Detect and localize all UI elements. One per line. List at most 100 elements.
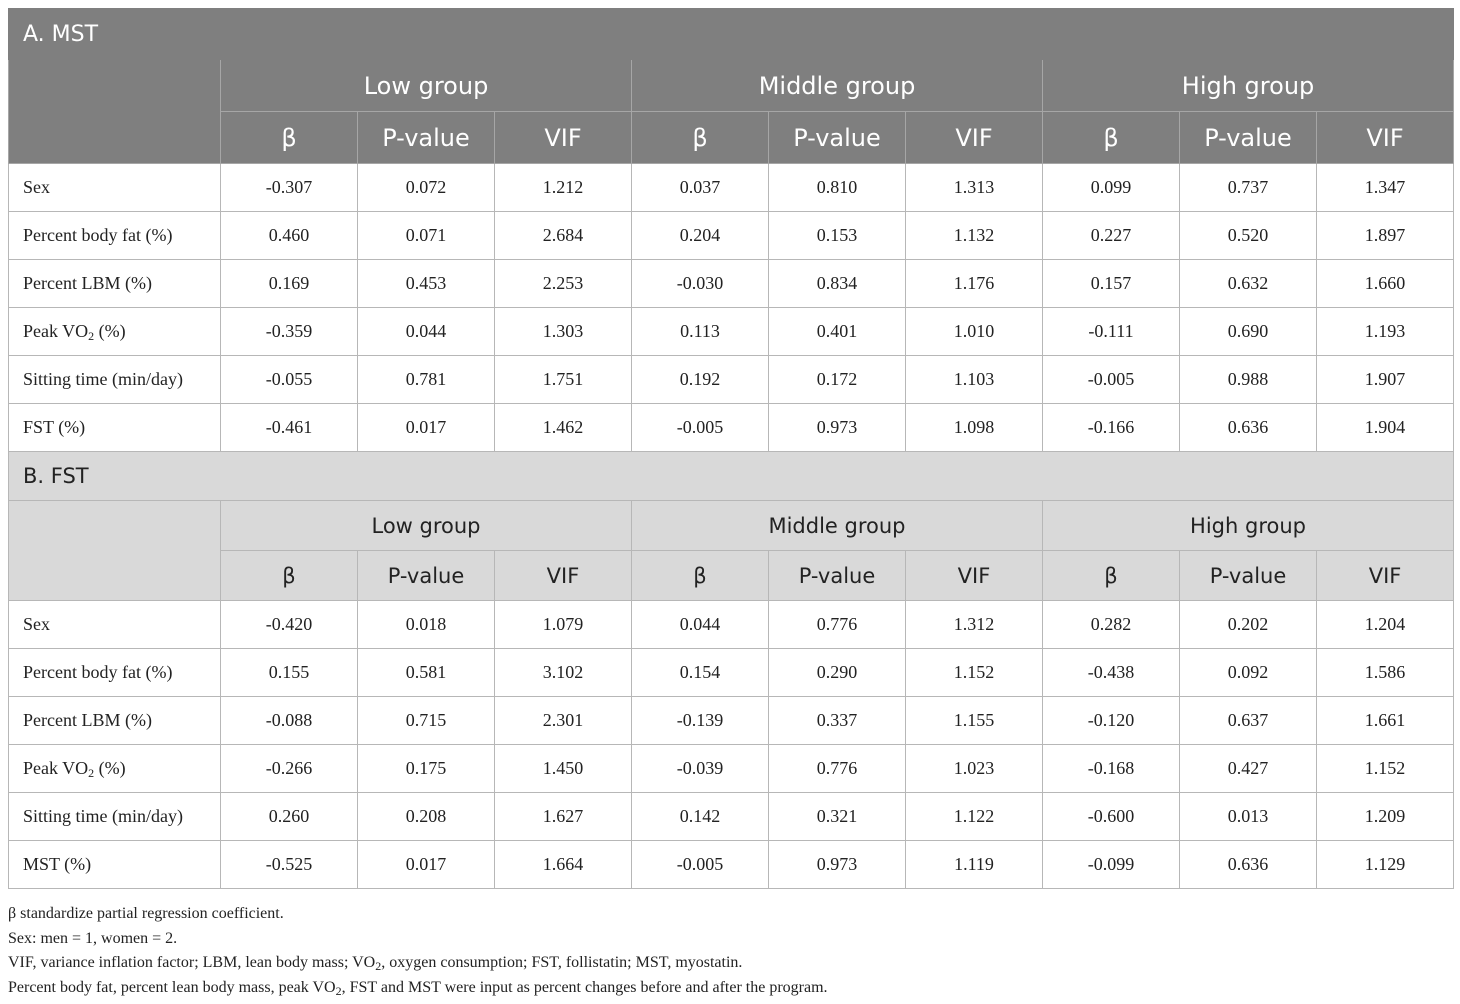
table-cell: 0.018 [357,600,495,649]
table-cell: 0.282 [1042,600,1180,649]
table-cell: 0.072 [357,163,495,212]
table-cell: 0.290 [768,648,906,697]
column-header: P-value [768,550,906,601]
table-row: Peak VO2 (%) -0.266 0.175 1.450 -0.039 0.776 1… [8,744,1455,793]
empty-corner-cell [8,500,221,601]
table-footnotes: β standardize partial regression coeffic… [8,902,1453,1000]
table-cell: 1.079 [494,600,632,649]
table-cell: 0.636 [1179,840,1317,889]
table-cell: 0.973 [768,403,906,452]
group-header-row: Low group Middle group High group [8,59,1455,164]
table-cell: -0.525 [220,840,358,889]
table-cell: 0.227 [1042,211,1180,260]
group-header-row: Low group Middle group High group [8,500,1455,601]
table-cell: 0.017 [357,403,495,452]
table-cell: 1.212 [494,163,632,212]
table-cell: 1.119 [905,840,1043,889]
group-header: Middle group [631,59,1043,112]
table-cell: 0.192 [631,355,769,404]
column-header: VIF [1315,550,1455,601]
table-row: FST (%) -0.461 0.017 1.462 -0.005 0.973 1.098-… [8,403,1455,452]
table-cell: 2.301 [494,696,632,745]
column-header: VIF [1315,111,1455,164]
table-cell: 0.988 [1179,355,1317,404]
table-cell: 0.044 [631,600,769,649]
table-cell: -0.168 [1042,744,1180,793]
group-header: Low group [220,59,632,112]
table-cell: 1.193 [1315,307,1455,356]
table-cell: 0.172 [768,355,906,404]
table-cell: 1.152 [905,648,1043,697]
table-cell: -0.005 [631,403,769,452]
table-cell: 0.037 [631,163,769,212]
table-cell: 1.152 [1315,744,1455,793]
table-cell: -0.005 [1042,355,1180,404]
table-cell: 0.737 [1179,163,1317,212]
table-cell: -0.600 [1042,792,1180,841]
table-cell: 0.157 [1042,259,1180,308]
group-header: Low group [220,500,632,551]
regression-table-container: A. MST Low group Middle group High group β P-… [7,8,1455,889]
table-cell: -0.099 [1042,840,1180,889]
table-cell: 0.321 [768,792,906,841]
row-label: Sex [8,600,221,649]
table-cell: 1.664 [494,840,632,889]
table-cell: 1.010 [905,307,1043,356]
table-cell: -0.420 [220,600,358,649]
table-cell: 1.103 [905,355,1043,404]
table-cell: 0.427 [1179,744,1317,793]
table-cell: 0.071 [357,211,495,260]
table-cell: 1.129 [1315,840,1455,889]
table-cell: -0.055 [220,355,358,404]
table-cell: 1.313 [905,163,1043,212]
regression-table: A. MST Low group Middle group High group β P-… [7,8,1455,889]
table-cell: 0.637 [1179,696,1317,745]
table-cell: -0.166 [1042,403,1180,452]
table-cell: 1.661 [1315,696,1455,745]
table-cell: 0.337 [768,696,906,745]
row-label: Percent body fat (%) [8,211,221,260]
table-cell: 0.155 [220,648,358,697]
table-cell: -0.461 [220,403,358,452]
table-cell: 1.176 [905,259,1043,308]
table-row: Percent LBM (%) -0.088 0.715 2.301 -0.139 0.3… [8,696,1455,745]
row-label: Sitting time (min/day) [8,355,221,404]
column-header: β [1042,550,1180,601]
column-header: VIF [905,111,1043,164]
column-header: VIF [905,550,1043,601]
column-header: P-value [1179,111,1317,164]
footnote-line: Sex: men = 1, women = 2. [8,929,178,947]
table-cell: 0.581 [357,648,495,697]
table-row: Sex -0.307 0.072 1.212 0.037 0.810 1.313 0.099 0… [8,163,1455,212]
subheader-row: β P-value VIF β P-value VIF β P-value VIF [9,550,1455,601]
table-row: Percent LBM (%) 0.169 0.453 2.253 -0.030 0.83… [8,259,1455,308]
column-header: β [631,111,769,164]
table-cell: -0.088 [220,696,358,745]
table-cell: -0.120 [1042,696,1180,745]
table-cell: 0.453 [357,259,495,308]
row-label: Percent body fat (%) [8,648,221,697]
table-cell: 0.175 [357,744,495,793]
table-row: Percent body fat (%) 0.460 0.071 2.684 0.204… [8,211,1455,260]
table-cell: 0.099 [1042,163,1180,212]
group-header: Middle group [631,500,1043,551]
column-header: VIF [494,550,632,601]
table-cell: 1.132 [905,211,1043,260]
section-title-row: B. FST [7,451,1455,501]
table-cell: -0.307 [220,163,358,212]
table-cell: 1.122 [905,792,1043,841]
table-cell: 0.520 [1179,211,1317,260]
footnote-line: β standardize partial regression coeffic… [8,905,284,922]
table-body: A. MST Low group Middle group High group β P-… [7,8,1455,889]
table-cell: 0.401 [768,307,906,356]
table-cell: -0.111 [1042,307,1180,356]
group-header: High group [1041,500,1455,551]
table-cell: 1.897 [1315,211,1455,260]
table-cell: 0.632 [1179,259,1317,308]
table-cell: 0.776 [768,744,906,793]
table-cell: 0.169 [220,259,358,308]
table-cell: -0.438 [1042,648,1180,697]
table-cell: 2.253 [494,259,632,308]
footnote-line: VIF, variance inflation factor; LBM, lea… [8,954,743,973]
table-cell: 0.810 [768,163,906,212]
